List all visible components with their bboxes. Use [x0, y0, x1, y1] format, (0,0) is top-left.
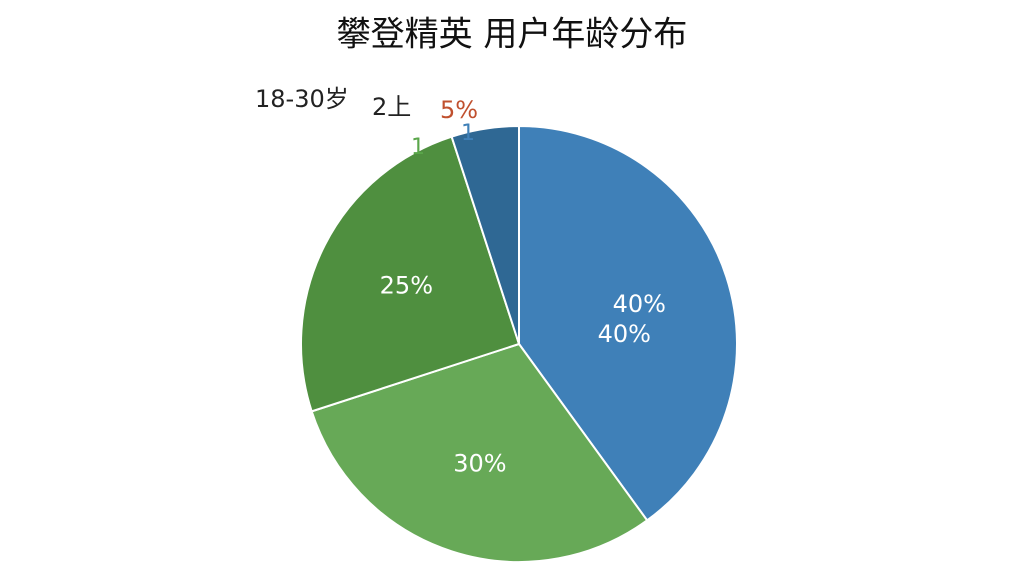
value-label: 25% [380, 272, 433, 300]
annotation: 1 [461, 121, 475, 146]
chart-title: 攀登精英 用户年龄分布 [337, 15, 688, 55]
pie-slice [518, 124, 738, 522]
pie-slice [300, 135, 521, 413]
value-label: 5% [440, 96, 478, 124]
value-label: 40% [613, 290, 666, 318]
annotation: 18-30岁 [255, 85, 349, 113]
value-label: 30% [453, 449, 506, 477]
pie-slice [310, 342, 649, 563]
annotation: 1 [411, 135, 425, 160]
annotation: 40% [598, 320, 651, 348]
annotation: 2上 [372, 93, 411, 121]
pie-slice [450, 124, 520, 345]
